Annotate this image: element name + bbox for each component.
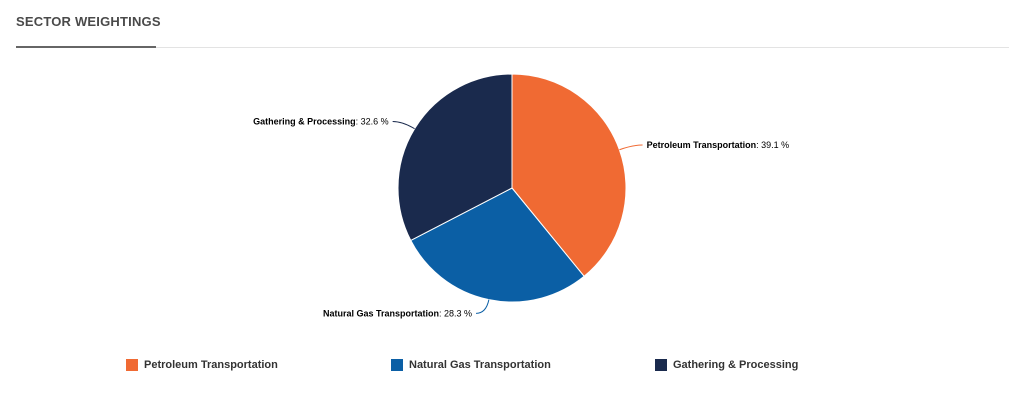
data-label-gathering-processing: Gathering & Processing: 32.6 % [253,116,389,126]
legend-item-natural-gas-transportation[interactable]: Natural Gas Transportation [391,357,551,373]
data-label-natural-gas-transportation: Natural Gas Transportation: 28.3 % [323,308,472,318]
legend-item-gathering-processing[interactable]: Gathering & Processing [655,357,798,373]
legend-label-petroleum-transportation: Petroleum Transportation [144,359,278,371]
legend-label-gathering-processing: Gathering & Processing [673,359,799,371]
legend-label-natural-gas-transportation: Natural Gas Transportation [409,359,551,371]
legend-item-petroleum-transportation[interactable]: Petroleum Transportation [126,357,278,373]
legend-swatch-petroleum-transportation [126,359,138,371]
legend-swatch-natural-gas-transportation [391,359,403,371]
data-label-name-gathering-processing: Gathering & Processing [253,116,356,126]
data-label-connector-petroleum-transportation [619,144,643,151]
data-label-name-natural-gas-transportation: Natural Gas Transportation [323,308,439,318]
data-label-name-petroleum-transportation: Petroleum Transportation [647,140,757,150]
data-label-connector-natural-gas-transportation [476,299,490,314]
section-header: SECTOR WEIGHTINGS [16,0,1009,48]
data-label-value-petroleum-transportation: : 39.1 % [756,140,789,150]
legend-swatch-gathering-processing [655,359,667,371]
page-title: SECTOR WEIGHTINGS [16,14,161,29]
pie-slice-gathering-processing[interactable] [397,73,513,242]
data-label-value-natural-gas-transportation: : 28.3 % [439,308,472,318]
title-underline [16,46,156,48]
pie-slice-natural-gas-transportation[interactable] [410,187,585,303]
pie-chart: Petroleum Transportation: 39.1 % Natural … [253,73,790,318]
data-label-value-gathering-processing: : 32.6 % [356,116,389,126]
chart-legend: Petroleum Transportation Natural Gas Tra… [0,357,1024,377]
data-label-petroleum-transportation: Petroleum Transportation: 39.1 % [647,140,790,150]
pie-slice-petroleum-transportation[interactable] [511,73,627,277]
data-label-connector-gathering-processing [392,120,415,130]
